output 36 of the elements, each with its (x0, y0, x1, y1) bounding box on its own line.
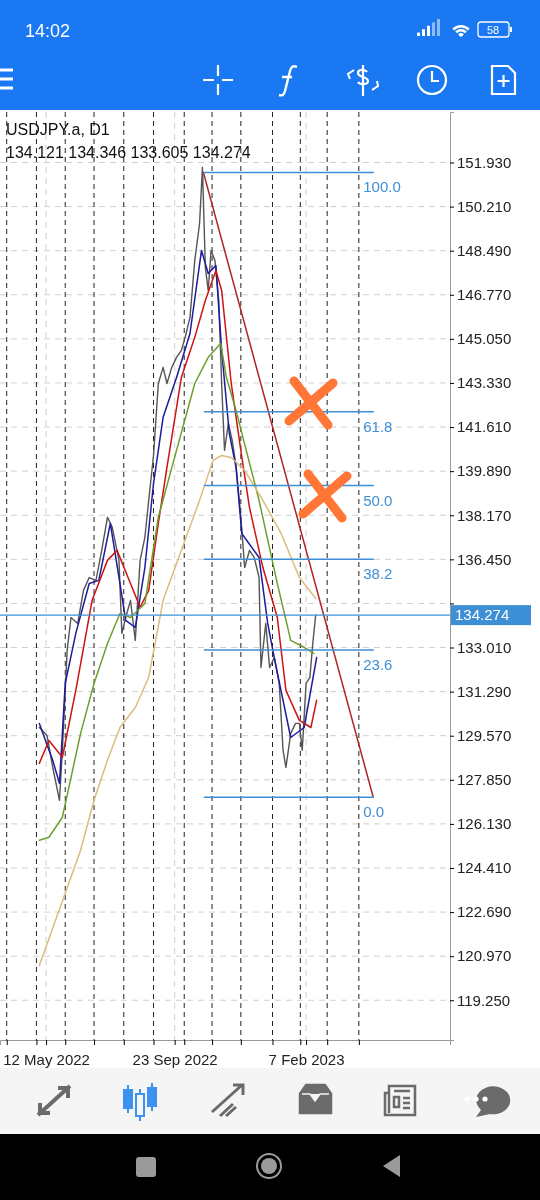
y-tick-label: 139.890 (457, 462, 512, 480)
y-tick-label: 124.410 (457, 859, 512, 877)
x-tick-label: 7 Feb 2023 (268, 1050, 345, 1068)
line-series (38, 454, 317, 967)
y-tick-label: 138.170 (457, 506, 512, 524)
y-tick-label: 143.330 (457, 374, 512, 392)
y-tick-label: 131.290 (457, 682, 512, 700)
y-tick-label: 151.930 (457, 153, 512, 171)
line-series (38, 166, 317, 802)
x-tick-label: 23 Sep 2022 (132, 1050, 218, 1068)
y-tick-label: 141.610 (457, 418, 512, 436)
ref-line-label: 134.274 (455, 606, 510, 624)
y-tick-label: 119.250 (457, 991, 511, 1009)
series-label: 0.0 (363, 803, 385, 821)
text: USDJPY.a, D1 (6, 121, 110, 138)
line-series (38, 342, 315, 842)
series-label: 100.0 (363, 178, 401, 196)
series-label: 23.6 (363, 656, 393, 674)
y-tick-label: 148.490 (457, 241, 512, 259)
text: 14:02 (25, 21, 71, 41)
y-tick-label: 122.690 (457, 903, 512, 921)
y-tick-label: 145.050 (457, 330, 512, 348)
y-tick-label: 127.850 (457, 771, 512, 789)
y-tick-label: 129.570 (457, 727, 512, 745)
x-tick-label: 12 May 2022 (3, 1050, 90, 1068)
y-tick-label: 146.770 (457, 286, 512, 304)
series-label: 61.8 (363, 417, 393, 435)
y-tick-label: 150.210 (457, 197, 512, 215)
text: 58 (486, 24, 500, 36)
series-label: 38.2 (363, 565, 393, 583)
y-tick-label: 136.450 (457, 550, 512, 568)
text: 134.121 134.346 133.605 134.274 (6, 144, 251, 161)
y-tick-label: 126.130 (457, 815, 512, 833)
y-tick-label: 120.970 (457, 947, 512, 965)
y-tick-label: 133.010 (457, 638, 512, 656)
series-label: 50.0 (363, 491, 393, 509)
